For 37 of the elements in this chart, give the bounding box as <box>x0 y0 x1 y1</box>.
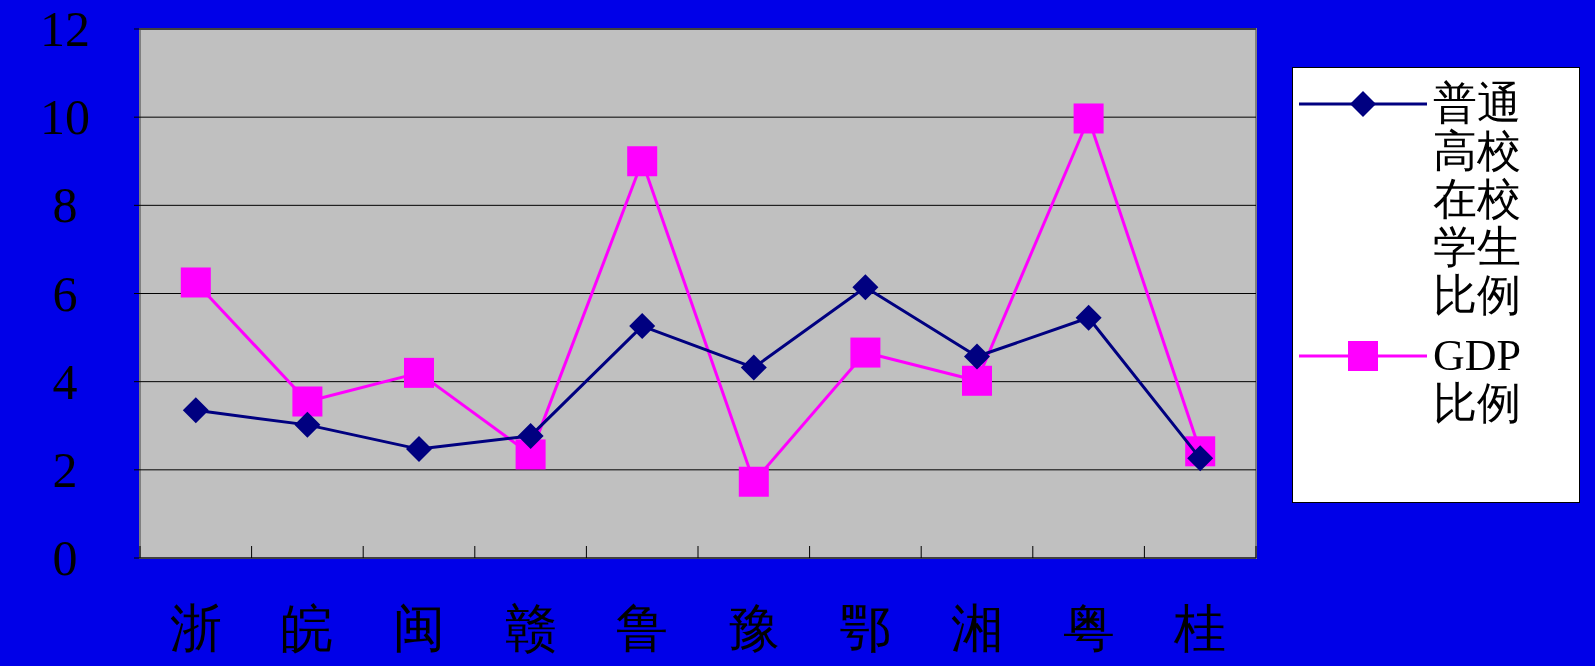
y-tick-label: 12 <box>40 1 90 57</box>
y-tick-label: 4 <box>52 353 78 410</box>
point <box>850 337 881 368</box>
point <box>1187 445 1214 472</box>
point <box>962 365 992 396</box>
point <box>852 274 879 301</box>
y-tick-label: 0 <box>52 530 78 586</box>
x-tick-label: 皖 <box>281 599 334 657</box>
point <box>292 386 323 417</box>
point <box>627 146 658 177</box>
point <box>964 343 990 370</box>
point <box>738 466 769 497</box>
x-tick-label: 浙 <box>169 599 222 657</box>
x-tick-label: 鄂 <box>839 599 892 657</box>
point <box>406 436 432 463</box>
point <box>294 411 321 438</box>
point <box>404 357 434 388</box>
x-tick-label: 鲁 <box>616 599 669 657</box>
x-tick-label: 桂 <box>1173 599 1227 657</box>
legend-label: 普通高校在校学生比例 <box>1433 79 1522 320</box>
point <box>629 313 656 340</box>
y-tick-label: 2 <box>52 441 78 498</box>
point <box>1075 304 1102 331</box>
legend-label: GDP比例 <box>1433 331 1523 428</box>
x-tick-label: 湘 <box>951 599 1003 657</box>
point <box>180 267 211 298</box>
point <box>182 397 209 424</box>
y-tick-label: 10 <box>40 89 90 146</box>
x-tick-label: 闽 <box>393 599 445 657</box>
x-tick-label: 粤 <box>1062 599 1115 657</box>
x-tick-label: 豫 <box>727 599 780 657</box>
y-tick-label: 8 <box>52 177 78 234</box>
x-tick-label: 赣 <box>504 599 557 657</box>
point <box>517 422 544 449</box>
point <box>1073 103 1104 134</box>
y-tick-label: 6 <box>52 265 78 322</box>
point <box>740 354 767 381</box>
